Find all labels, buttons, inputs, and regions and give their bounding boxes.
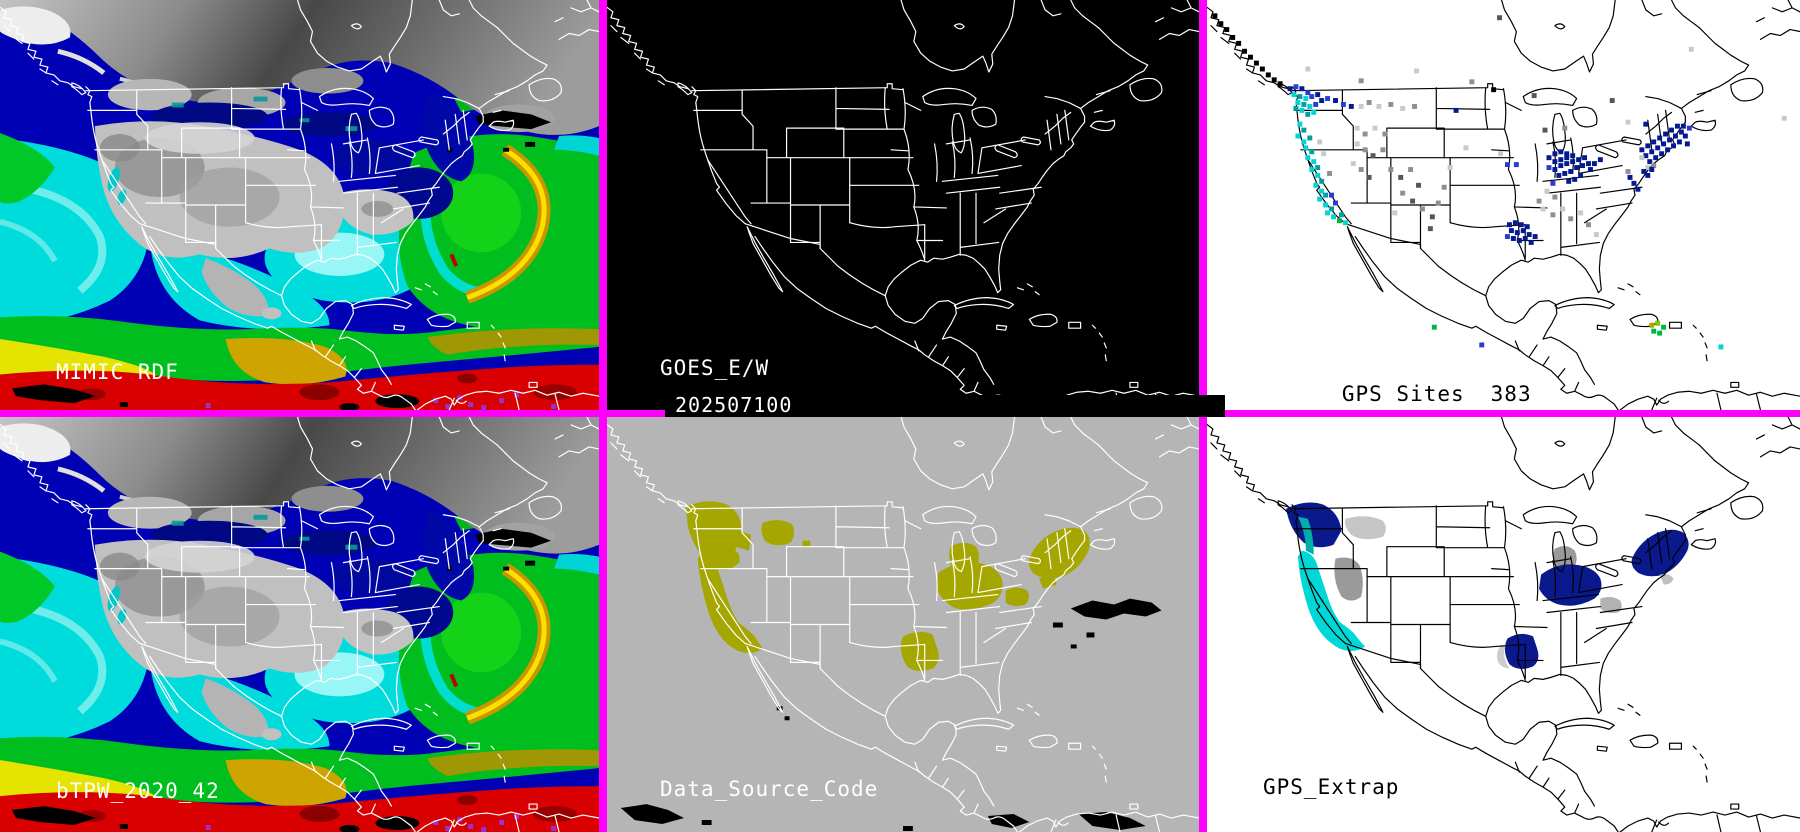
timestamp-text: 202507100 bbox=[675, 393, 793, 417]
panel-gps-sites: GPS Sites 383 bbox=[1207, 0, 1800, 410]
gps-sites-count: 383 bbox=[1490, 382, 1532, 406]
timestamp-bar: 202507100 bbox=[665, 395, 1225, 417]
mimic-rdf-map bbox=[0, 0, 599, 410]
gps-extrap-map bbox=[1207, 417, 1800, 832]
gps-site-markers bbox=[1212, 13, 1787, 350]
data-source-label: Data_Source_Code bbox=[660, 777, 879, 801]
goes-ew-map bbox=[607, 0, 1199, 410]
panel-btpw: bTPW_2020_42 bbox=[0, 417, 599, 832]
panel-goes-ew: GOES_E/W bbox=[607, 0, 1199, 410]
btpw-map bbox=[0, 417, 599, 832]
goes-ew-label: GOES_E/W bbox=[660, 356, 770, 380]
panel-mimic-rdf: MIMIC RDF bbox=[0, 0, 599, 410]
gps-sites-label: GPS Sites 383 bbox=[1260, 358, 1532, 410]
gps-sites-map bbox=[1207, 0, 1800, 410]
panel-gps-extrap: GPS_Extrap bbox=[1207, 417, 1800, 832]
mimic-rdf-label: MIMIC RDF bbox=[56, 360, 179, 384]
btpw-label: bTPW_2020_42 bbox=[56, 779, 220, 803]
gps-extrap-label: GPS_Extrap bbox=[1263, 775, 1400, 799]
panel-data-source-code: Data_Source_Code bbox=[607, 417, 1199, 832]
gps-sites-title: GPS Sites bbox=[1341, 382, 1465, 406]
data-source-map bbox=[607, 417, 1199, 832]
